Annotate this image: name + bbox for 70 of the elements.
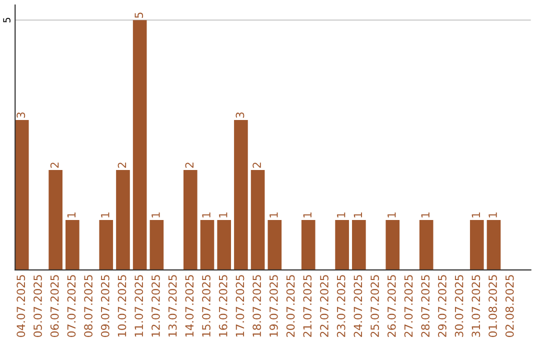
x-tick-label: 25.07.2025 [370,275,379,337]
x-tick-label: 12.07.2025 [152,275,160,337]
data-label: 1 [152,212,160,218]
bar [99,220,114,270]
x-tick-label: 22.07.2025 [320,275,328,337]
bar [386,220,400,270]
x-tick-label: 28.07.2025 [421,275,430,337]
x-tick-label: 16.07.2025 [218,275,228,337]
bar [234,120,248,270]
x-tick-label: 17.07.2025 [236,275,244,337]
data-label: 1 [472,212,480,218]
data-label: 3 [16,112,26,118]
x-tick-label: 26.07.2025 [387,275,396,337]
data-label: 1 [219,212,228,218]
data-label: 1 [270,212,278,218]
data-label: 2 [185,162,194,168]
data-label: 1 [202,212,210,218]
x-tick-label: 08.07.2025 [84,275,92,338]
x-tick-label: 18.07.2025 [252,275,262,337]
data-label: 5 [134,12,144,18]
bar [116,170,130,270]
bar [183,170,198,270]
data-label: 2 [252,162,261,168]
x-tick-label: 19.07.2025 [269,275,278,337]
bar [335,220,349,270]
x-tick-label: 01.08.2025 [488,275,497,338]
bar [66,220,80,270]
x-tick-label: 31.07.2025 [472,275,480,337]
x-tick-label: 02.08.2025 [505,275,514,338]
data-label: 1 [303,212,312,218]
bar [132,20,147,270]
data-label: 1 [488,212,497,218]
bar [419,220,434,270]
data-label: 1 [101,212,110,218]
x-tick-label: 10.07.2025 [118,275,126,337]
bar [470,220,484,270]
data-label: 2 [50,162,59,168]
x-tick-label: 13.07.2025 [168,275,177,337]
bar [268,220,282,270]
data-label: 1 [67,212,76,218]
bar [301,220,316,270]
data-label: 1 [337,212,346,218]
x-tick-label: 20.07.2025 [286,275,295,337]
x-tick-label: 24.07.2025 [354,275,362,337]
bar [150,220,164,270]
x-tick-label: 11.07.2025 [134,275,144,337]
x-tick-label: 07.07.2025 [67,275,76,338]
x-tick-label: 09.07.2025 [100,275,110,338]
x-tick-label: 27.07.2025 [404,275,413,337]
bar [48,170,62,270]
data-label: 1 [354,212,362,218]
x-tick-label: 15.07.2025 [202,275,210,337]
x-tick-label: 29.07.2025 [438,275,446,337]
x-tick-label: 14.07.2025 [185,275,194,337]
x-tick-label: 21.07.2025 [303,275,312,337]
x-tick-label: 23.07.2025 [336,275,346,337]
x-tick-label: 04.07.2025 [16,275,26,338]
bar [352,220,366,270]
bar [217,220,232,270]
bar [250,170,265,270]
data-label: 1 [388,212,396,218]
x-tick-label: 06.07.2025 [50,275,59,338]
data-label: 3 [236,112,244,118]
bar [486,220,501,270]
data-label: 1 [421,212,430,218]
x-tick-label: 05.07.2025 [34,275,42,338]
bar [200,220,214,270]
data-label: 2 [118,162,126,168]
x-tick-label: 30.07.2025 [454,275,464,337]
bar [15,120,29,270]
